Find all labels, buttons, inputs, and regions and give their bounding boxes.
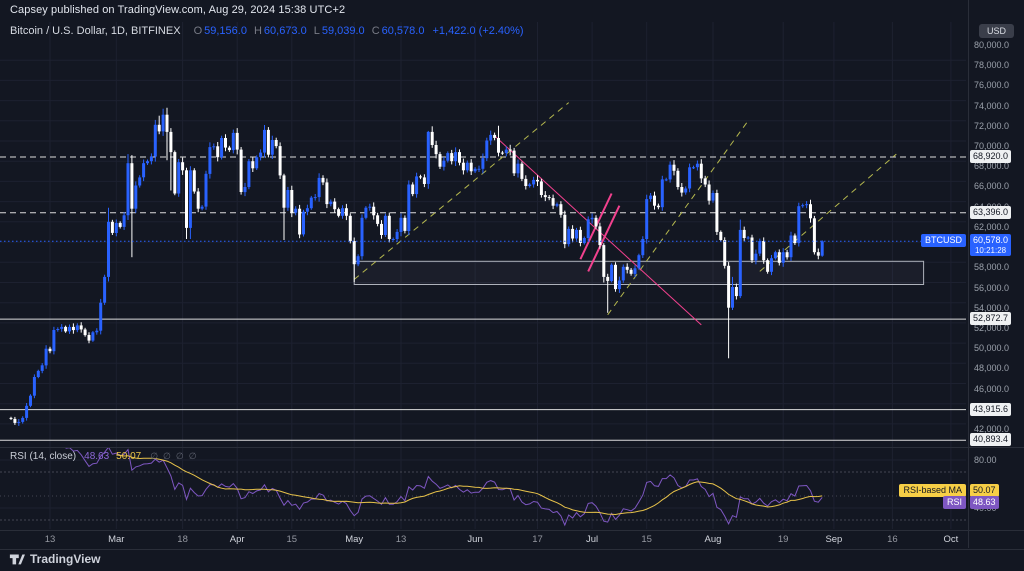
time-tick-label: Jun [467,534,483,545]
price-tick-label: 78,000.0 [974,60,1010,71]
time-tick-label: 16 [887,534,898,545]
rsi-title[interactable]: RSI (14, close) [10,451,77,462]
rsi-tick-label: 80.00 [974,455,997,465]
time-tick-label: 13 [44,534,56,545]
time-tick-label: 13 [395,534,407,545]
symbol-legend: Bitcoin / U.S. Dollar, 1D, BITFINEX O 59,… [10,25,524,37]
rsi-hidden-plot-icon: ∅ [188,451,197,461]
symbol-title[interactable]: Bitcoin / U.S. Dollar, 1D, BITFINEX [10,25,181,37]
rsi-hidden-plot-icon: ∅ [175,451,184,461]
ohlc-open-key: O [193,25,203,37]
ohlc-open-value: 59,156.0 [204,25,247,37]
publish-attribution: Capsey published on TradingView.com, Aug… [10,4,346,16]
time-tick-label: Mar [108,534,125,545]
change-value: +1,422.0 (+2.40%) [432,25,524,37]
price-tick-label: 42,000.0 [974,424,1010,434]
rsi-hidden-plot-icon: ∅ [163,451,171,461]
price-tick-label: 72,000.0 [974,120,1010,131]
time-tick-label: Sep [825,534,843,545]
time-tick-label: May [345,534,364,545]
price-level-label: 63,396.0 [970,205,1012,219]
price-tick-label: 66,000.0 [974,181,1010,192]
ohlc-high-key: H [253,25,262,37]
time-tick-label: 15 [286,534,298,545]
time-tick-label: 17 [532,534,543,545]
rsi-price-label: 48.63 [970,495,999,509]
price-tick-label: 48,000.0 [974,363,1010,374]
time-tick-label: 19 [777,534,789,545]
price-level-label: 43,915.6 [970,402,1012,416]
ohlc-low-key: L [313,25,320,37]
price-level-label: 68,920.0 [970,149,1012,163]
price-tick-label: 54,000.0 [974,302,1010,313]
ohlc-high-value: 60,673.0 [263,25,307,37]
ohlc-close-value: 60,578.0 [381,25,425,37]
price-scale[interactable]: 80,000.0 78,000.0 76,000.0 74,000.0 72,000.0… [968,0,1024,548]
price-tick-label: 76,000.0 [974,80,1010,91]
time-scale[interactable]: 13 Mar 18 Apr 15 May 13 Jun 17 Jul 15 Aug 19 Sep 16 Oct [0,530,1024,550]
ohlc-low-value: 59,039.0 [321,25,365,37]
price-tick-label: 46,000.0 [974,383,1010,394]
price-level-label: 52,872.7 [970,312,1012,326]
price-tick-label: 58,000.0 [974,262,1010,273]
price-level-label: 40,893.4 [970,433,1012,447]
price-tick-label: 56,000.0 [974,282,1010,293]
rsi-ma-price-label: 50.07 [970,483,999,497]
rsi-hidden-plot-icon: ∅ [150,451,159,461]
tradingview-logo[interactable]: TradingView [9,552,100,566]
price-tick-label: 52,000.0 [974,322,1010,333]
price-tick-label: 50,000.0 [974,343,1010,354]
ohlc-close-key: C [371,25,380,37]
rsi-legend: RSI (14, close) 48.63 50.07 ∅ ∅ ∅ ∅ [10,451,202,462]
price-tick-label: 74,000.0 [974,100,1010,111]
rsi-ma-value: 50.07 [116,451,142,462]
time-tick-label: Aug [704,534,722,545]
time-tick-label: Apr [229,534,245,545]
currency-toggle[interactable]: USD [979,24,1015,38]
tradingview-logo-text: TradingView [30,552,101,566]
tradingview-logo-icon [9,554,25,565]
price-tick-label: 68,000.0 [974,161,1010,172]
time-tick-label: Jul [586,534,599,545]
rsi-value: 48.63 [84,451,110,462]
time-tick-label: 15 [641,534,652,545]
price-tick-label: 62,000.0 [974,221,1010,232]
time-tick-label: 18 [177,534,188,545]
time-tick-label: Oct [943,534,959,545]
price-tick-label: 80,000.0 [974,40,1010,50]
current-price-label: 60,578.0 10:21:28 [970,234,1012,257]
price-tick-label: 70,000.0 [974,141,1010,152]
